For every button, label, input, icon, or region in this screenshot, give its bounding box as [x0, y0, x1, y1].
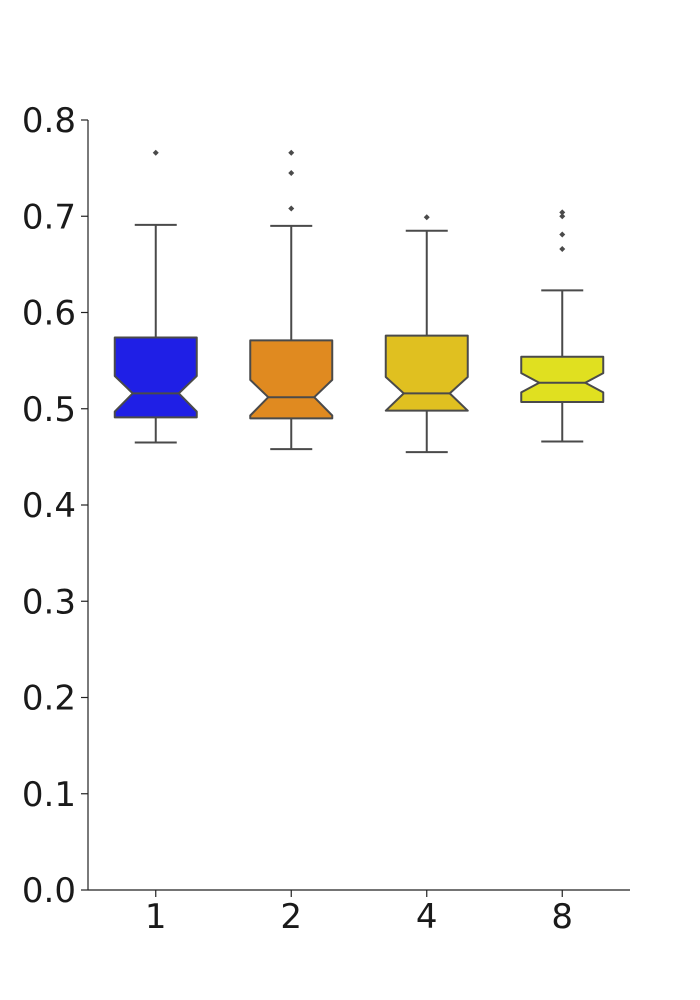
- box-8: [520, 209, 605, 443]
- outlier-point: [559, 209, 566, 216]
- axes: [81, 119, 630, 897]
- y-tick-label: 0.8: [22, 101, 76, 141]
- outlier-point: [152, 149, 159, 156]
- y-tick-label: 0.2: [22, 679, 76, 719]
- y-tick-label: 0.1: [22, 775, 76, 815]
- outlier-point: [559, 245, 566, 252]
- y-tick-label: 0.3: [22, 582, 76, 622]
- box-body: [113, 336, 198, 419]
- tick-labels: 0.0 0.1 0.2 0.3 0.4 0.5 0.6 0.7 0.8 1 2 4 8: [22, 101, 573, 937]
- outlier-point: [288, 149, 295, 156]
- outlier-point: [288, 205, 295, 212]
- box-body: [384, 334, 469, 412]
- box-4: [384, 214, 469, 454]
- box-body: [520, 355, 605, 404]
- y-tick-label: 0.0: [22, 871, 76, 911]
- x-tick-label: 8: [551, 897, 573, 937]
- outlier-point: [559, 213, 566, 220]
- y-tick-label: 0.7: [22, 197, 76, 237]
- box-group: [113, 149, 605, 454]
- y-tick-label: 0.6: [22, 294, 76, 334]
- y-tick-label: 0.5: [22, 390, 76, 430]
- box-2: [249, 149, 334, 451]
- outlier-point: [423, 214, 430, 221]
- outlier-point: [559, 231, 566, 238]
- x-tick-label: 1: [145, 897, 167, 937]
- box-body: [249, 339, 334, 420]
- y-tick-label: 0.4: [22, 486, 76, 526]
- outlier-point: [288, 169, 295, 176]
- x-tick-label: 2: [280, 897, 302, 937]
- box-1: [113, 149, 198, 444]
- x-tick-label: 4: [416, 897, 438, 937]
